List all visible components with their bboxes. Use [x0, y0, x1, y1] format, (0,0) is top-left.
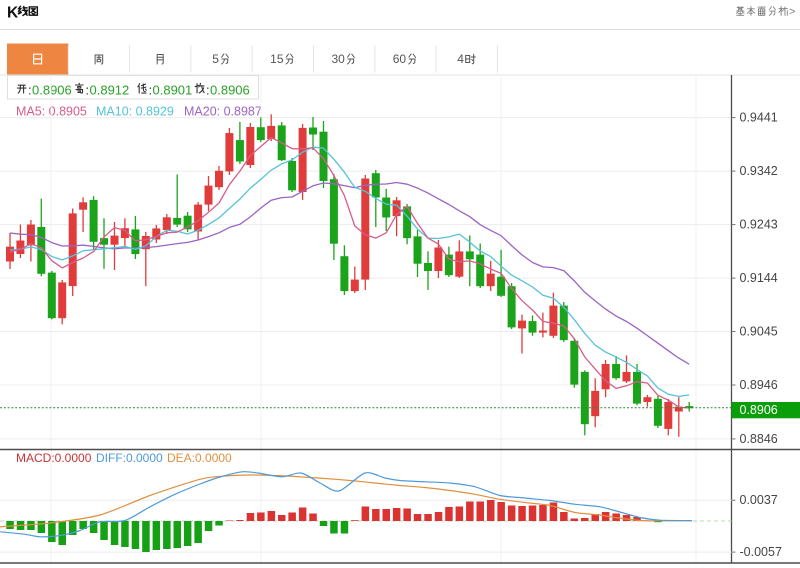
svg-text:0.8901: 0.8901: [153, 83, 193, 98]
svg-text:60: 60: [393, 52, 407, 66]
svg-text:>: >: [789, 6, 795, 18]
svg-text:0.8906: 0.8906: [740, 403, 778, 417]
svg-text:0.0037: 0.0037: [740, 493, 778, 507]
svg-text::: :: [149, 83, 153, 98]
svg-text:0.8906: 0.8906: [210, 83, 250, 98]
svg-text:K: K: [7, 5, 19, 22]
svg-text:0.8846: 0.8846: [740, 432, 778, 446]
svg-text:DEA:0.0000: DEA:0.0000: [167, 451, 232, 465]
svg-text:MA10: 0.8929: MA10: 0.8929: [96, 105, 174, 119]
svg-text:MA20: 0.8987: MA20: 0.8987: [184, 105, 262, 119]
svg-text:-0.0057: -0.0057: [740, 545, 782, 559]
svg-text::: :: [28, 83, 32, 98]
svg-text:0.8906: 0.8906: [32, 83, 72, 98]
svg-text:0.8912: 0.8912: [90, 83, 130, 98]
svg-text:30: 30: [331, 52, 345, 66]
svg-text:4: 4: [457, 52, 464, 66]
svg-text::: :: [206, 83, 210, 98]
svg-text:0.9144: 0.9144: [740, 271, 778, 285]
svg-text:15: 15: [270, 52, 284, 66]
svg-text::: :: [86, 83, 90, 98]
svg-text:MACD:0.0000: MACD:0.0000: [16, 451, 92, 465]
svg-text:5: 5: [212, 52, 219, 66]
svg-text:DIFF:0.0000: DIFF:0.0000: [96, 451, 163, 465]
svg-text:0.9441: 0.9441: [740, 111, 778, 125]
svg-text:0.9342: 0.9342: [740, 164, 778, 178]
svg-text:0.8946: 0.8946: [740, 378, 778, 392]
svg-text:0.9045: 0.9045: [740, 325, 778, 339]
svg-text:0.9243: 0.9243: [740, 218, 778, 232]
